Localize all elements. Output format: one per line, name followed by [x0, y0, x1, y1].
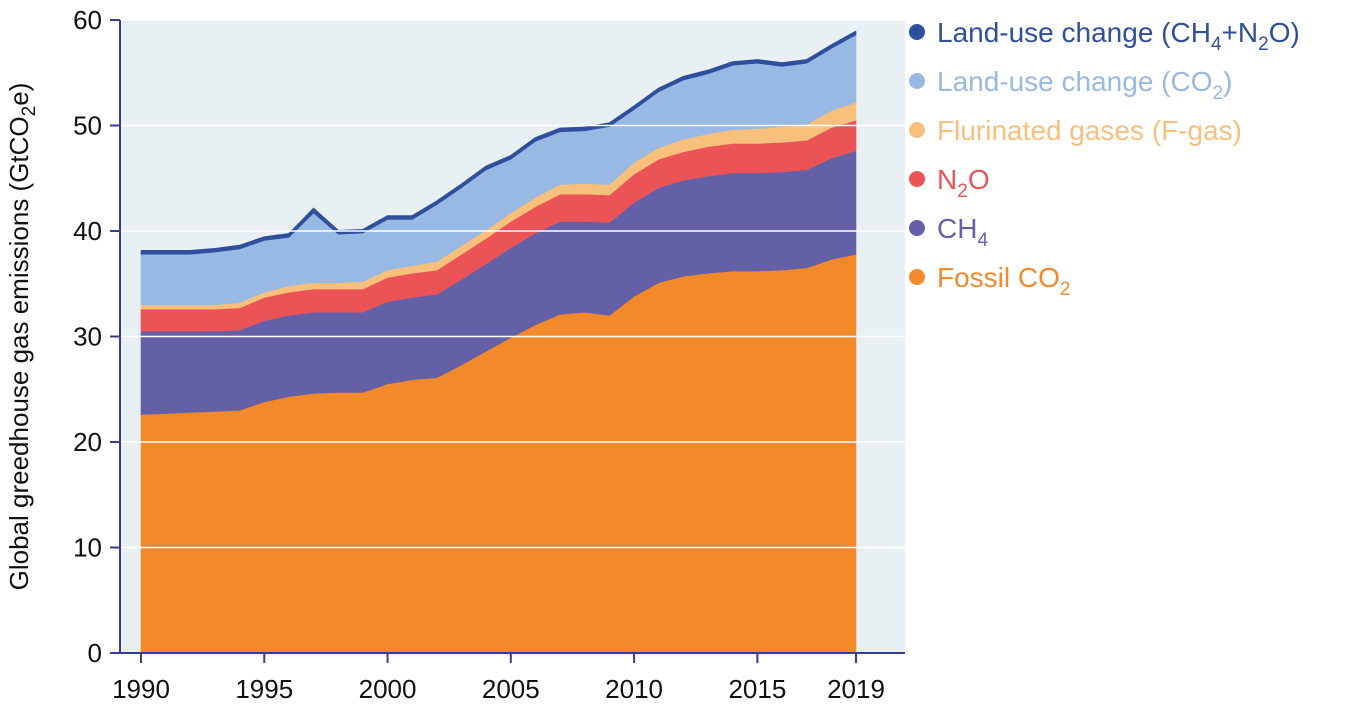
y-tick-label: 40 [73, 216, 102, 246]
legend-label: CH4 [937, 213, 988, 251]
y-tick-label: 0 [88, 638, 102, 668]
x-tick-label: 2019 [827, 674, 885, 704]
y-tick-label: 50 [73, 111, 102, 141]
x-tick-label: 2015 [728, 674, 786, 704]
legend-marker [909, 122, 925, 138]
legend-label: N2O [937, 164, 990, 202]
y-tick-label: 20 [73, 427, 102, 457]
stacked-areas [140, 30, 857, 654]
legend: Land-use change (CH4+N2O) Land-use change… [909, 17, 1300, 300]
y-tick-label: 60 [73, 5, 102, 35]
legend-marker [909, 269, 925, 285]
legend-label: Flurinated gases (F-gas) [937, 115, 1242, 146]
y-axis-ticks: 0 10 20 30 40 50 60 [73, 5, 120, 668]
x-axis-ticks: 1990 1995 2000 2005 2010 2015 2019 [112, 653, 885, 704]
legend-marker [909, 24, 925, 40]
legend-marker [909, 171, 925, 187]
legend-label: Land-use change (CO2) [937, 66, 1232, 104]
x-tick-label: 2010 [605, 674, 663, 704]
y-tick-label: 30 [73, 322, 102, 352]
legend-label: Land-use change (CH4+N2O) [937, 17, 1300, 55]
x-tick-label: 2000 [359, 674, 417, 704]
y-tick-label: 10 [73, 533, 102, 563]
x-tick-label: 2005 [482, 674, 540, 704]
total-outline [141, 30, 857, 253]
legend-marker [909, 220, 925, 236]
y-axis-label: Global greedhouse gas emissions (GtCO2e) [4, 83, 40, 591]
x-tick-label: 1995 [235, 674, 293, 704]
legend-label: Fossil CO2 [937, 262, 1070, 300]
legend-marker [909, 73, 925, 89]
x-tick-label: 1990 [112, 674, 170, 704]
